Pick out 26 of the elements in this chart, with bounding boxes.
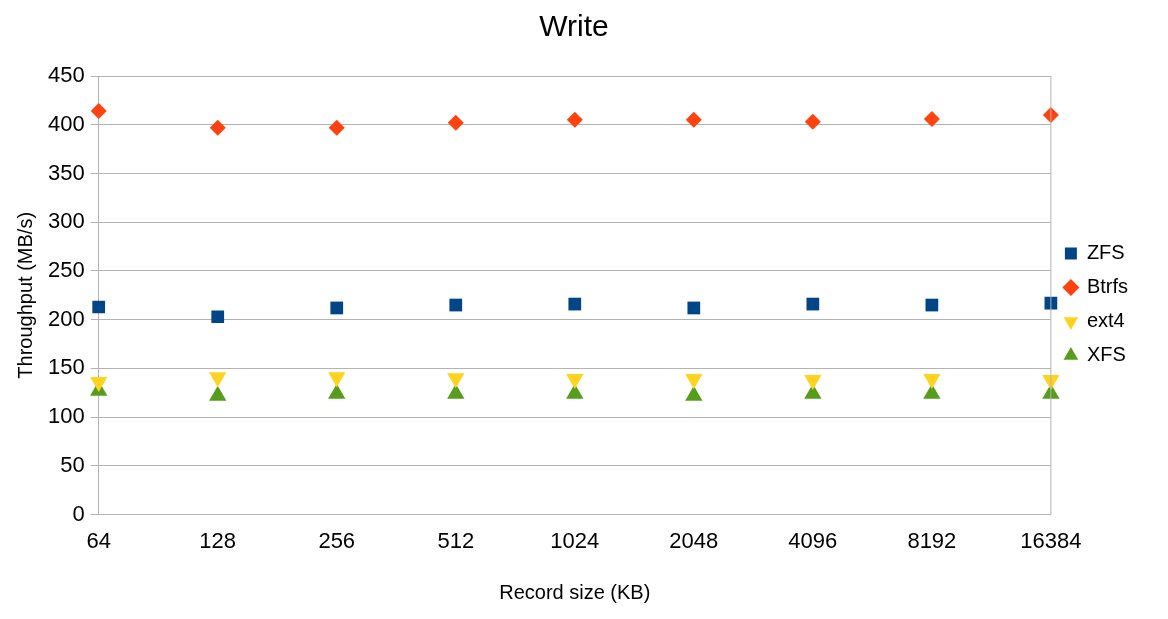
x-tick-label: 1024 [550, 527, 600, 553]
y-tick-label: 50 [60, 451, 85, 477]
legend-label: ext4 [1086, 309, 1125, 332]
y-tick-label: 300 [47, 208, 85, 234]
x-tick-label: 8192 [907, 527, 957, 553]
legend-label: Btrfs [1086, 275, 1129, 298]
y-tick-label: 150 [47, 354, 85, 380]
y-axis-title: Throughput (MB/s) [13, 211, 36, 379]
x-tick-label: 4096 [788, 527, 838, 553]
y-tick-label: 0 [72, 500, 85, 526]
x-tick-label: 2048 [669, 527, 719, 553]
x-tick-label: 256 [318, 527, 356, 553]
chart-title: Write [539, 9, 609, 43]
x-tick-label: 16384 [1020, 527, 1082, 553]
legend-label: ZFS [1086, 241, 1125, 264]
y-tick-label: 100 [47, 403, 85, 429]
x-tick-label: 128 [199, 527, 237, 553]
y-tick-label: 400 [47, 110, 85, 136]
x-tick-label: 64 [86, 527, 111, 553]
y-tick-label: 200 [47, 305, 85, 331]
x-tick-label: 512 [437, 527, 475, 553]
legend-label: XFS [1086, 343, 1126, 366]
y-tick-label: 350 [47, 159, 85, 185]
x-axis-title: Record size (KB) [499, 580, 651, 603]
y-tick-label: 450 [47, 62, 85, 88]
y-tick-label: 250 [47, 257, 85, 282]
